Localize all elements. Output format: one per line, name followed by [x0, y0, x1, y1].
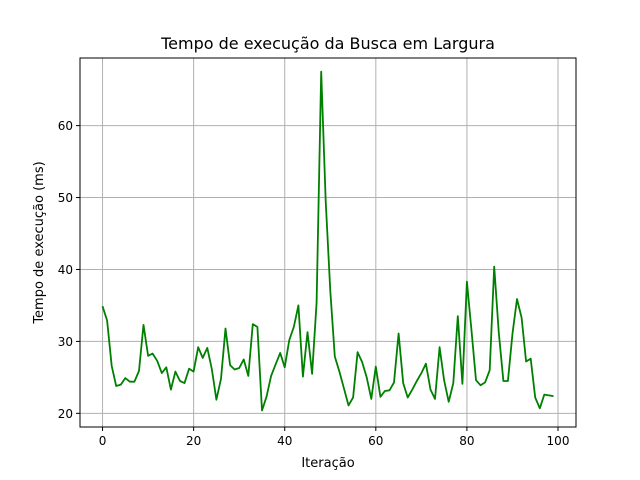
x-axis-ticks: 0 20 40 60 80 100: [99, 427, 570, 448]
chart-title: Tempo de execução da Busca em Largura: [160, 34, 495, 53]
plot-frame: [79, 57, 577, 428]
y-tick-label: 30: [58, 335, 73, 349]
y-tick-label: 20: [58, 407, 73, 421]
series-line: [101, 70, 554, 412]
series-group: [101, 70, 554, 412]
y-axis-ticks: 20 30 40 50 60: [58, 119, 80, 421]
y-tick-label: 50: [58, 191, 73, 205]
x-tick-label: 20: [186, 434, 201, 448]
x-tick-label: 60: [368, 434, 383, 448]
x-tick-label: 80: [459, 434, 474, 448]
x-tick-label: 100: [547, 434, 570, 448]
y-tick-label: 60: [58, 119, 73, 133]
y-axis-label: Tempo de execução (ms): [32, 161, 47, 324]
y-tick-label: 40: [58, 263, 73, 277]
x-axis-label: Iteração: [301, 456, 354, 471]
x-tick-label: 40: [277, 434, 292, 448]
x-tick-label: 0: [99, 434, 107, 448]
